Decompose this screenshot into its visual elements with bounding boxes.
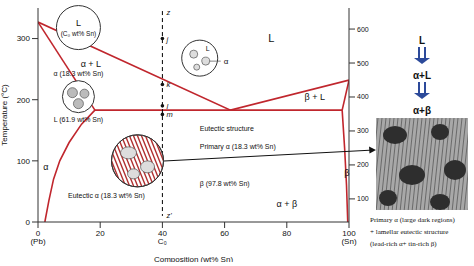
svg-text:α+β: α+β xyxy=(413,105,431,116)
svg-text:(Sn): (Sn) xyxy=(341,237,356,246)
svg-text:400: 400 xyxy=(357,93,369,100)
svg-text:C₀: C₀ xyxy=(158,237,167,246)
svg-text:L: L xyxy=(419,35,425,46)
svg-text:z: z xyxy=(165,8,170,17)
svg-text:0: 0 xyxy=(26,218,31,227)
svg-text:k: k xyxy=(166,80,171,89)
svg-text:L: L xyxy=(268,32,274,44)
svg-text:40: 40 xyxy=(158,229,167,238)
svg-text:300: 300 xyxy=(17,34,31,43)
svg-text:β (97.8 wt% Sn): β (97.8 wt% Sn) xyxy=(200,180,250,188)
svg-text:β + L: β + L xyxy=(305,92,325,102)
svg-text:Primary α (large dark regions): Primary α (large dark regions) xyxy=(370,216,455,224)
svg-text:200: 200 xyxy=(357,161,369,168)
svg-text:Composition (wt% Sn): Composition (wt% Sn) xyxy=(154,255,233,262)
svg-text:Eutectic α (18.3 wt% Sn): Eutectic α (18.3 wt% Sn) xyxy=(68,192,145,200)
svg-text:200: 200 xyxy=(17,96,31,105)
svg-text:(C₀ wt% Sn): (C₀ wt% Sn) xyxy=(61,30,97,38)
svg-text:Eutectic structure: Eutectic structure xyxy=(200,125,254,132)
svg-text:L: L xyxy=(206,45,210,52)
svg-text:j: j xyxy=(165,35,168,44)
svg-text:100: 100 xyxy=(357,195,369,202)
svg-text:α (18.3 wt% Sn): α (18.3 wt% Sn) xyxy=(53,70,103,78)
svg-text:β: β xyxy=(344,168,349,178)
svg-text:α + L: α + L xyxy=(81,59,101,69)
svg-text:(lead-rich α+ tin-rich β): (lead-rich α+ tin-rich β) xyxy=(370,240,437,248)
svg-text:L (61.9 wt% Sn): L (61.9 wt% Sn) xyxy=(54,116,104,124)
svg-text:L: L xyxy=(76,18,81,28)
svg-text:α + β: α + β xyxy=(276,199,297,209)
svg-text:(Pb): (Pb) xyxy=(30,237,45,246)
svg-text:100: 100 xyxy=(342,229,356,238)
svg-text:0: 0 xyxy=(36,229,41,238)
svg-text:Primary α (18.3 wt% Sn): Primary α (18.3 wt% Sn) xyxy=(200,143,276,151)
svg-text:α: α xyxy=(43,162,48,172)
svg-text:z': z' xyxy=(165,211,172,220)
svg-text:100: 100 xyxy=(17,157,31,166)
svg-text:500: 500 xyxy=(357,60,369,67)
svg-text:Temperature (°C): Temperature (°C) xyxy=(8,84,9,146)
svg-text:80: 80 xyxy=(282,229,291,238)
svg-text:20: 20 xyxy=(96,229,105,238)
svg-text:600: 600 xyxy=(357,26,369,33)
svg-text:α: α xyxy=(224,57,229,66)
svg-text:60: 60 xyxy=(220,229,229,238)
svg-text:m: m xyxy=(166,110,172,119)
svg-text:300: 300 xyxy=(357,127,369,134)
svg-text:α+L: α+L xyxy=(413,70,431,81)
svg-text:+ lamellar eutectic structure: + lamellar eutectic structure xyxy=(370,228,448,236)
svg-text:l: l xyxy=(166,101,169,111)
